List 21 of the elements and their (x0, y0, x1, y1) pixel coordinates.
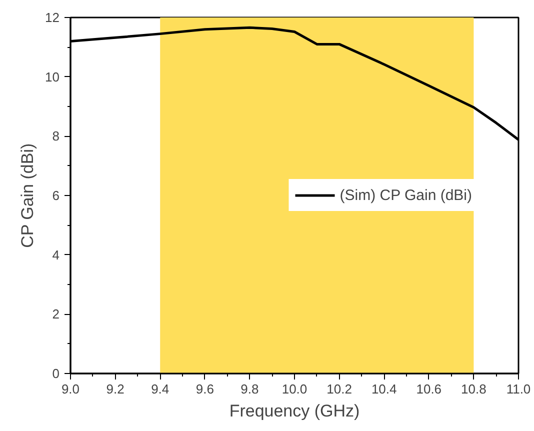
y-tick-label: 4 (52, 247, 60, 262)
legend-label: (Sim) CP Gain (dBi) (340, 186, 472, 204)
y-tick-label: 6 (52, 188, 60, 203)
x-tick-label: 9.8 (240, 382, 259, 396)
x-tick-label: 10.0 (282, 382, 308, 396)
x-tick-label: 11.0 (506, 382, 531, 396)
y-tick-label: 12 (45, 10, 60, 25)
y-tick-label: 2 (52, 306, 60, 322)
x-tick-label: 10.8 (461, 382, 486, 396)
x-tick-label: 9.4 (151, 382, 170, 396)
y-tick-label: 0 (52, 366, 60, 381)
x-tick-label: 9.6 (196, 382, 214, 396)
x-tick-label: 10.6 (416, 382, 442, 396)
y-tick-label: 10 (45, 69, 60, 84)
y-tick-label: 8 (52, 128, 60, 144)
x-tick-label: 9.0 (61, 382, 80, 396)
y-axis-title: CP Gain (dBi) (18, 143, 38, 248)
x-axis-title: Frequency (GHz) (229, 402, 360, 420)
x-tick-label: 10.2 (326, 382, 352, 396)
x-tick-label: 10.4 (371, 382, 397, 396)
x-tick-label: 9.2 (106, 382, 124, 396)
